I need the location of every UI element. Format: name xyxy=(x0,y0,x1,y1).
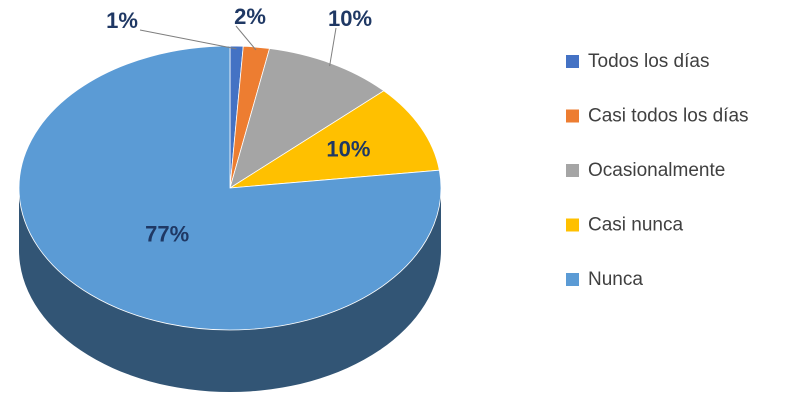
legend-label: Ocasionalmente xyxy=(588,160,725,181)
legend-swatch xyxy=(566,109,579,123)
value-label: 1% xyxy=(106,8,138,33)
legend-swatch xyxy=(566,164,579,177)
slice-side xyxy=(19,188,441,392)
legend-label: Nunca xyxy=(588,269,643,290)
legend-swatch xyxy=(566,218,579,232)
slice xyxy=(229,48,385,189)
value-label: 10% xyxy=(328,6,372,31)
slice xyxy=(229,90,440,189)
value-label: 10% xyxy=(326,136,370,161)
leader-line xyxy=(139,29,237,50)
legend-label: Casi todos los días xyxy=(588,106,749,127)
legend-label: Casi nunca xyxy=(588,215,683,236)
legend-label: Todos los días xyxy=(588,51,709,72)
value-label: 2% xyxy=(234,4,266,29)
leader-line xyxy=(235,25,257,51)
legend-swatch xyxy=(566,55,579,68)
value-label: 77% xyxy=(145,222,189,247)
slice xyxy=(18,45,442,331)
leader-line xyxy=(329,27,337,67)
legend-swatch xyxy=(566,273,579,286)
